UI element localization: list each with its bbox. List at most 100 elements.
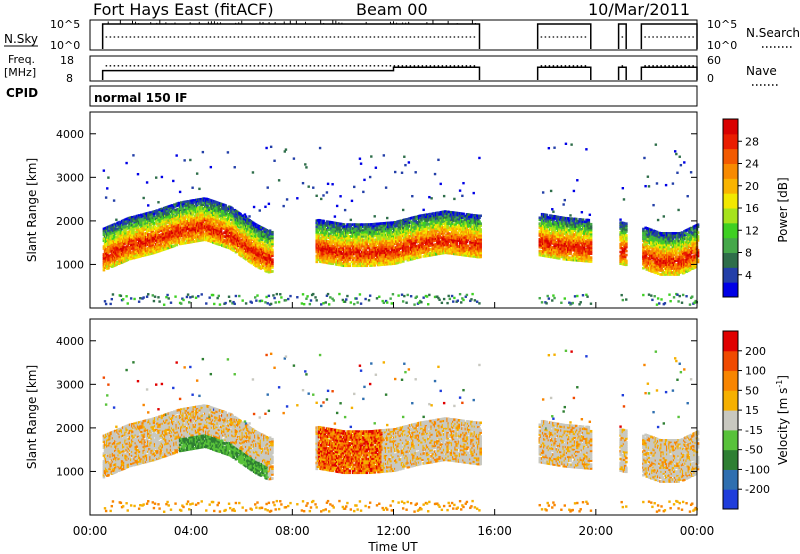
power-pixel [254,296,257,299]
power-pixel [205,217,208,220]
power-pixel [216,296,219,300]
power-pixel [195,200,199,204]
power-pixel [206,209,209,213]
power-pixel [162,230,166,233]
power-pixel [255,299,258,302]
power-pixel [114,226,117,230]
power-pixel [225,230,229,233]
power-pixel [222,205,225,209]
power-pixel [272,294,275,297]
power-pixel [228,227,232,230]
power-pixel [359,302,363,305]
power-pixel [181,297,184,300]
power-pixel [238,237,241,241]
power-pixel [133,215,136,218]
power-pixel [215,238,218,241]
power-pixel [267,202,271,206]
power-pixel [174,242,177,245]
power-pixel [104,240,108,243]
power-pixel [106,265,109,268]
power-pixel [147,204,150,207]
power-pixel [145,295,149,298]
power-pixel [200,293,203,296]
power-pixel [255,260,258,264]
power-pixel [118,246,122,249]
power-pixel [151,220,155,224]
power-pixel [322,302,325,305]
nsearch-tick-bottom: 10^0 [707,39,737,52]
power-pixel [125,225,129,229]
power-pixel [257,264,261,267]
power-pixel [200,205,204,209]
power-pixel [217,221,221,225]
power-pixel [256,294,259,297]
power-pixel [114,242,117,245]
power-pixel [177,235,181,238]
power-pixel [258,209,261,212]
power-pixel [149,246,152,250]
power-pixel [226,232,230,236]
power-pixel [189,296,192,299]
power-pixel [202,228,206,232]
power-pixel [167,213,171,216]
power-pixel [151,228,155,231]
power-pixel [284,299,288,302]
power-pixel [188,211,191,215]
power-pixel [263,241,266,245]
power-pixel [222,240,225,244]
power-pixel [161,220,165,224]
power-pixel [427,303,430,306]
power-pixel [123,246,126,249]
power-pixel [260,246,264,249]
power-pixel [148,240,151,244]
power-pixel [252,251,256,255]
power-pixel [322,194,325,197]
power-pixel [252,205,256,209]
power-pixel [201,201,205,205]
power-pixel [192,230,196,234]
power-pixel [260,299,264,303]
power-pixel [128,240,132,243]
power-pixel [203,218,207,222]
power-pixel [238,294,241,298]
power-pixel [227,240,231,244]
power-pixel [191,234,195,238]
power-pixel [404,163,407,167]
power-pixel [176,225,180,229]
power-pixel [239,212,242,216]
power-pixel [263,251,266,254]
cpid-panel-frame [89,85,698,107]
power-pixel [401,208,405,212]
power-pixel [390,221,394,224]
power-pixel [226,242,230,245]
power-pixel [259,247,263,251]
power-pixel [222,219,225,222]
power-pixel [182,240,185,243]
power-pixel [374,166,378,169]
power-pixel [210,215,214,218]
power-pixel [213,237,216,241]
power-pixel [165,237,168,241]
power-pixel [170,204,174,207]
power-pixel [195,204,199,207]
power-pixel [142,242,146,245]
power-pixel [165,295,168,299]
power-pixel [406,293,409,297]
power-pixel [241,299,244,302]
power-pixel [331,183,334,186]
power-pixel [191,238,195,242]
power-pixel [378,295,381,298]
power-pixel [359,162,363,165]
power-pixel [181,214,184,218]
power-pixel [218,212,222,215]
power-pixel [267,294,271,298]
power-pixel [110,263,114,267]
power-pixel [217,215,221,219]
power-pixel [386,301,389,304]
power-pixel [206,205,209,209]
power-pixel [159,215,163,219]
power-pixel [271,230,274,234]
power-pixel [166,293,169,297]
power-pixel [189,158,192,162]
